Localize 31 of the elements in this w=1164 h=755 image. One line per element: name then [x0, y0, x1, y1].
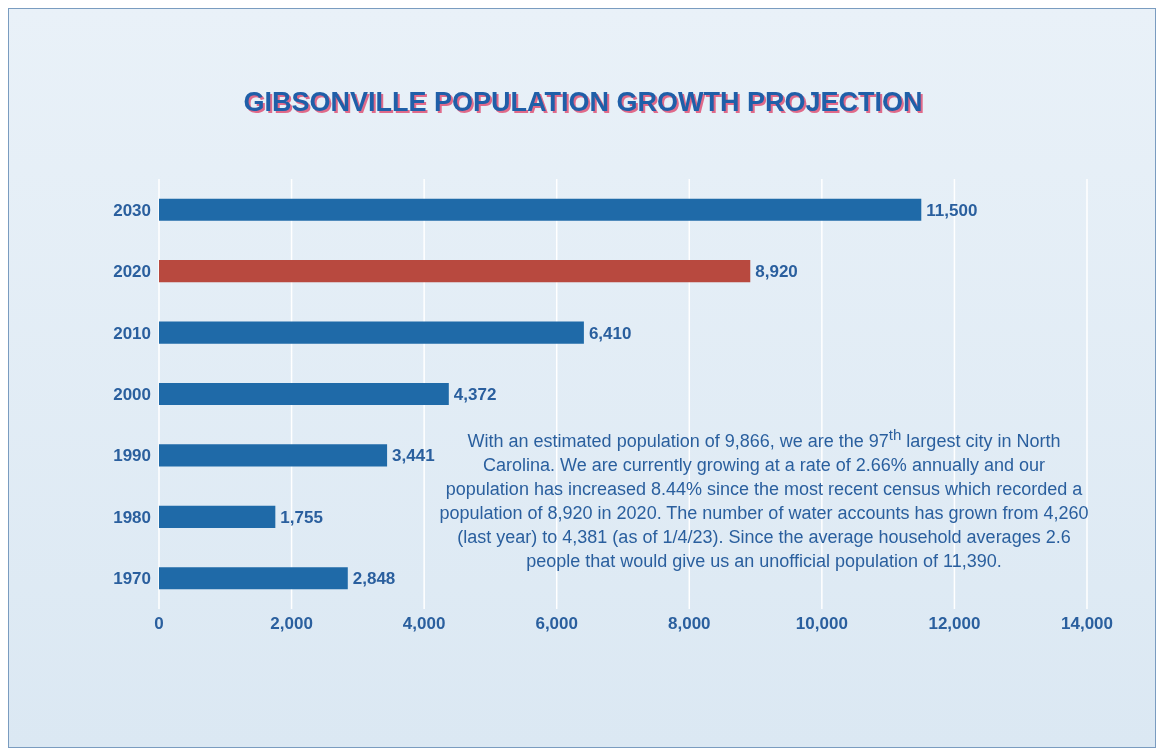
bar — [159, 260, 751, 283]
x-tick-label: 10,000 — [795, 614, 848, 634]
x-tick-label: 4,000 — [402, 614, 446, 634]
data-label: 3,441 — [392, 446, 435, 466]
y-tick-label: 2020 — [113, 262, 151, 282]
bar — [159, 505, 276, 528]
y-tick-label: 1970 — [113, 569, 151, 589]
data-label: 2,848 — [352, 569, 396, 589]
x-tick-label: 0 — [154, 614, 164, 634]
x-tick-label: 6,000 — [535, 614, 578, 634]
data-label: 6,410 — [588, 323, 632, 343]
y-tick-label: 2010 — [113, 323, 151, 343]
x-tick-label: 14,000 — [1061, 614, 1113, 634]
data-label: 8,920 — [755, 262, 798, 282]
x-tick-label: 2,000 — [270, 614, 313, 634]
chart-title: GIBSONVILLE POPULATION GROWTH PROJECTION — [242, 87, 924, 118]
data-label: 1,755 — [280, 507, 323, 527]
annotation: With an estimated population of 9,866, we are the 97$^{th}$ largest city in North Carolina. We are currently growing at a rate of 2.66% annually and our population has increased 8.44% since the most recent census which recorded a population of 8,920 in 2020. The number of water accounts has grown from 4,260 (last year) to 4,381 (as of 1/4/23). Since the average household averages 2.6 people that would give us an unofficial population of 11,390. — [439, 425, 1089, 573]
y-tick-label: 2030 — [113, 200, 151, 220]
y-tick-label: 1980 — [113, 507, 151, 527]
bar — [159, 444, 388, 467]
y-tick-label: 1990 — [113, 446, 151, 466]
bar — [159, 567, 348, 590]
bar — [159, 382, 449, 406]
y-tick-label: 2000 — [113, 385, 151, 405]
data-label: 4,372 — [453, 385, 497, 405]
bar — [159, 198, 922, 221]
x-tick-label: 8,000 — [668, 614, 711, 634]
x-tick-label: 12,000 — [928, 614, 981, 634]
bar — [159, 321, 584, 344]
data-label: 11,500 — [926, 200, 978, 220]
